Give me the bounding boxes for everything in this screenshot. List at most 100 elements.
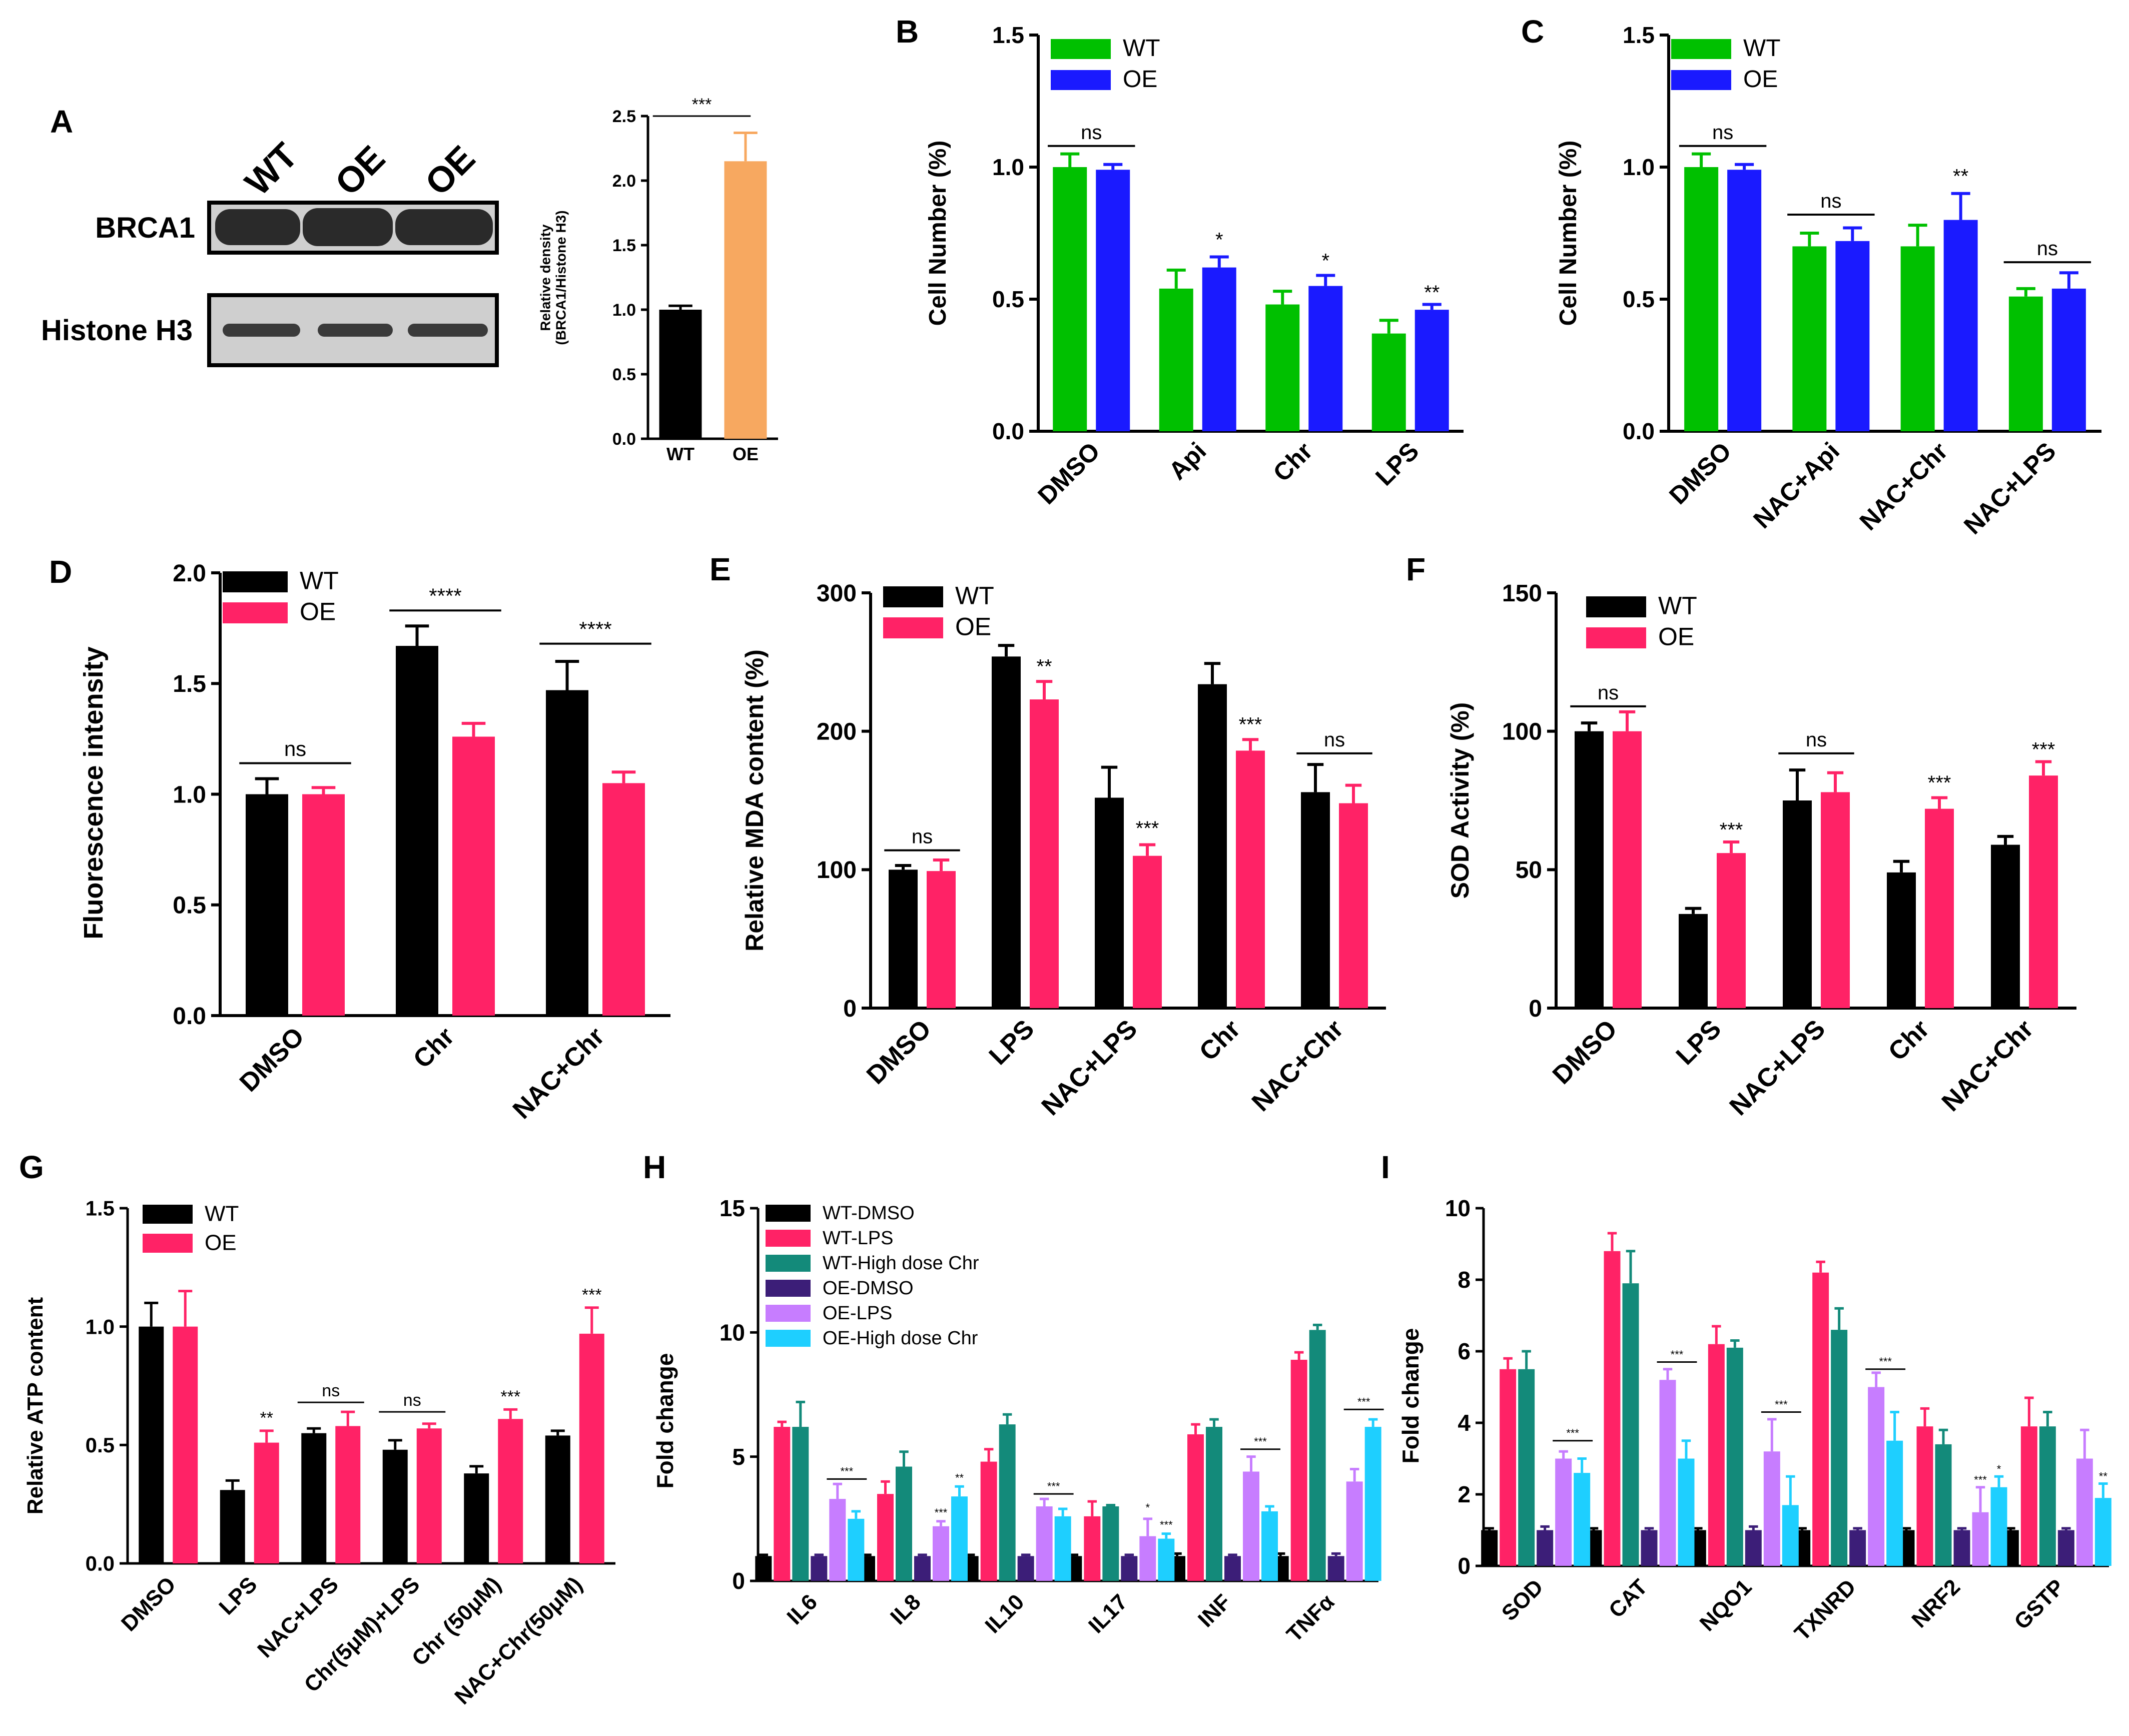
bar (927, 871, 956, 1008)
bar (254, 1442, 279, 1563)
panel-letter-a: A (50, 104, 73, 140)
bar (602, 783, 645, 1016)
bar (1053, 167, 1087, 431)
panel-letter: F (1406, 551, 1426, 587)
x-tick-label: DMSO (117, 1572, 181, 1636)
bar (951, 1496, 968, 1581)
legend-swatch (766, 1205, 811, 1222)
y-tick-label: 2.0 (612, 172, 636, 191)
x-tick-label: NQO1 (1695, 1574, 1757, 1636)
y-tick-label: 1.5 (173, 671, 206, 697)
y-tick-label: 4 (1458, 1410, 1471, 1436)
bar (1364, 1427, 1381, 1581)
significance-label: *** (1974, 1474, 1987, 1486)
bar (579, 1333, 604, 1563)
x-tick-label: Api (1163, 437, 1212, 485)
significance-label: ns (322, 1381, 340, 1400)
bar (1678, 1458, 1695, 1566)
significance-label: ns (2037, 238, 2058, 260)
bar (1943, 220, 1978, 431)
y-axis-label: Relative density(BRCA1/Histone H3) (538, 210, 569, 345)
bar (2029, 775, 2058, 1008)
legend-swatch (883, 617, 943, 638)
significance-label: *** (1879, 1355, 1892, 1368)
legend-label: OE-DMSO (823, 1278, 914, 1299)
bar (1679, 914, 1708, 1008)
legend-label: WT-DMSO (823, 1203, 915, 1224)
significance-label: *** (1160, 1519, 1173, 1531)
significance-label: *** (500, 1387, 520, 1406)
bar (498, 1419, 523, 1563)
x-tick-label: LPS (984, 1014, 1040, 1071)
y-tick-label: 10 (1445, 1195, 1471, 1221)
y-tick-label: 1.0 (612, 301, 636, 320)
significance-label: ** (1036, 655, 1052, 677)
bar (1158, 1538, 1175, 1581)
bar (2094, 1498, 2111, 1566)
bar (889, 870, 918, 1008)
y-tick-label: 0.5 (86, 1433, 115, 1457)
bar (848, 1518, 865, 1581)
y-axis-label-line: Relative ATP content (23, 1297, 48, 1514)
significance-label: ns (284, 737, 306, 760)
chart-g: G Relative ATP content 0.0 0.5 1.0 1.5 DMSO LPS… (19, 1149, 615, 1709)
chart-h: H Fold change 0 5 10 15 IL6 IL8 IL10 IL17 INF TNFα *… (643, 1149, 1384, 1647)
bar (1096, 170, 1130, 431)
legend-swatch (1051, 39, 1111, 59)
bar (1574, 1473, 1591, 1566)
bar (914, 1556, 931, 1581)
y-axis-label-line: Cell Number (%) (1555, 141, 1582, 326)
y-axis-label-line: (BRCA1/Histone H3) (553, 210, 568, 345)
legend-swatch (766, 1255, 811, 1272)
bar (1346, 1481, 1363, 1581)
bar (1972, 1512, 1989, 1566)
y-tick-label: 1.5 (86, 1197, 115, 1220)
significance-label: **** (429, 584, 461, 608)
legend-swatch (883, 586, 943, 607)
significance-label: *** (1239, 714, 1262, 736)
bar (1831, 1330, 1848, 1566)
y-tick-label: 100 (1502, 718, 1542, 745)
blot-band (318, 324, 393, 337)
legend-label: WT-LPS (823, 1228, 893, 1249)
y-axis-label-line: Relative density (538, 224, 553, 331)
panel-letter: D (49, 554, 72, 590)
bar (1990, 1487, 2007, 1566)
significance-label: ns (1324, 729, 1345, 751)
bar (382, 1449, 408, 1563)
bar (2076, 1458, 2093, 1566)
x-tick-label: DMSO (234, 1022, 310, 1097)
y-tick-label: 0.0 (992, 418, 1024, 444)
y-tick-label: 1.0 (992, 154, 1024, 180)
significance-label: ns (1081, 122, 1102, 144)
bar (464, 1473, 489, 1563)
bar (416, 1428, 442, 1563)
y-tick-label: 0.0 (1623, 418, 1655, 444)
y-axis-label-line: Fold change (1397, 1328, 1424, 1464)
y-tick-label: 1.0 (173, 781, 206, 808)
significance-label: ns (403, 1391, 421, 1410)
x-tick-label: Chr (1883, 1014, 1935, 1066)
bar (1054, 1516, 1071, 1581)
legend: WT-DMSO WT-LPS WT-High dose Chr OE-DMSO OE-L… (766, 1203, 979, 1349)
bar (1708, 1344, 1725, 1566)
bar (1792, 246, 1827, 431)
y-tick-label: 0.5 (173, 893, 206, 919)
significance-label: * (1215, 229, 1223, 251)
significance-label: *** (1671, 1348, 1684, 1361)
bar (811, 1556, 828, 1581)
significance-label: *** (1720, 819, 1743, 841)
bar (1925, 808, 1954, 1008)
bar (1782, 1505, 1799, 1566)
legend-swatch (766, 1230, 811, 1247)
y-axis-label-line: Cell Number (%) (925, 141, 951, 326)
bar (2051, 288, 2086, 431)
bar (2020, 1426, 2037, 1566)
bar (992, 656, 1021, 1008)
y-tick-label: 0 (732, 1568, 745, 1594)
legend-label: WT (1658, 592, 1697, 620)
y-tick-label: 2 (1458, 1481, 1471, 1507)
y-axis-label: Fold change (652, 1353, 678, 1489)
